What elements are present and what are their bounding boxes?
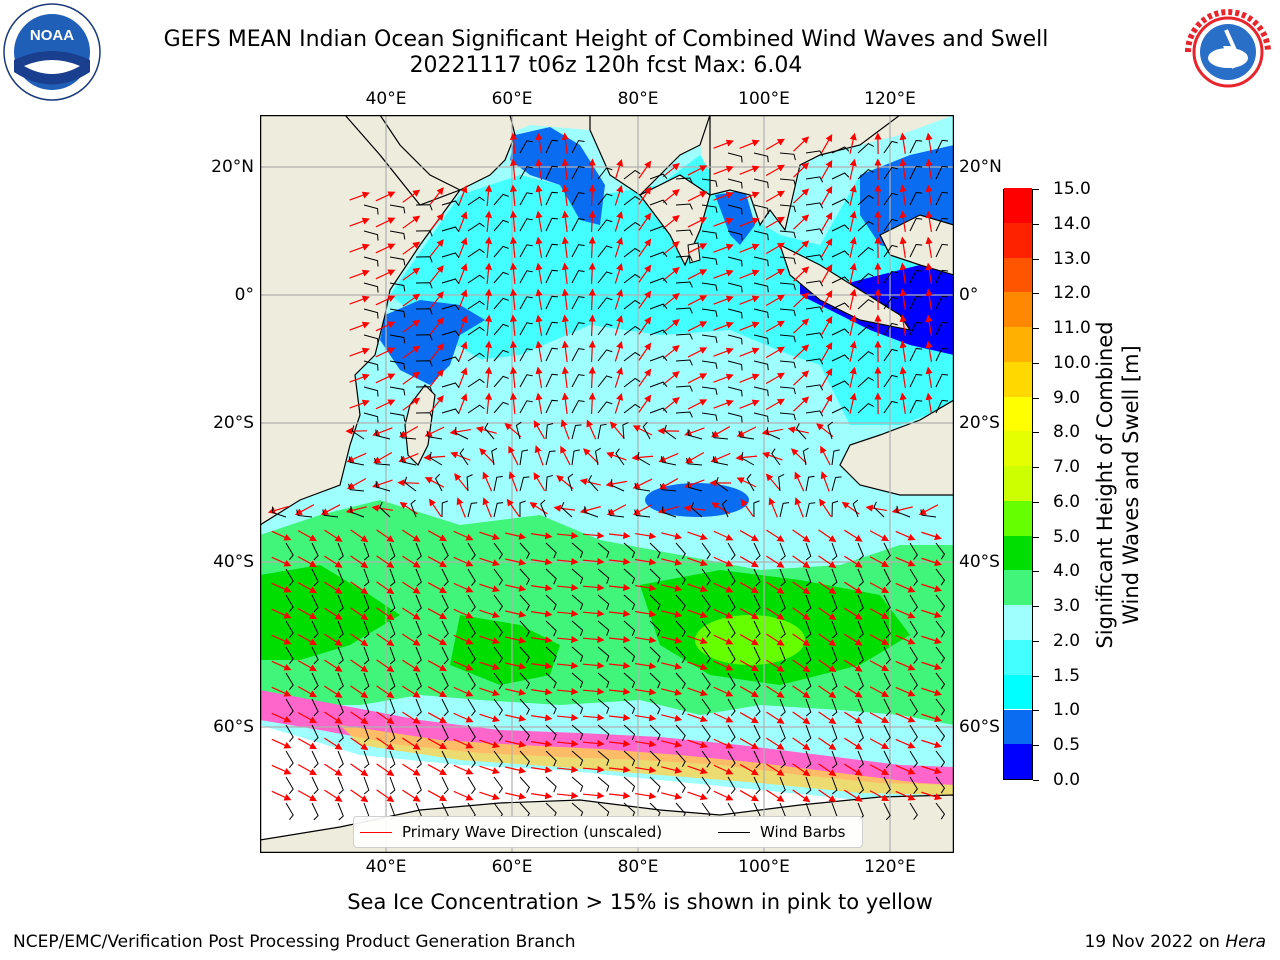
lon-tick-bottom-60e: 60°E [492,857,533,877]
colorbar-tick-label: 6.0 [1053,492,1080,512]
footer-host: Hera [1225,932,1266,952]
colorbar-label-line1: Significant Height of Combined [1092,321,1118,648]
colorbar-segment [1004,327,1032,362]
lon-tick-top-100e: 100°E [738,89,790,109]
lat-tick-right-60s: 60°S [959,717,1000,737]
colorbar-tick-label: 4.0 [1053,561,1080,581]
colorbar-tick-label: 7.0 [1053,457,1080,477]
colorbar-tick-mark [1033,467,1039,468]
lat-tick-right-20s: 20°S [959,413,1000,433]
colorbar-segment [1004,536,1032,571]
colorbar-tick-label: 12.0 [1053,283,1091,303]
colorbar-tick-mark [1033,398,1039,399]
wave-direction-arrow [401,483,419,484]
colorbar-tick-mark [1033,363,1039,364]
lon-tick-bottom-100e: 100°E [738,857,790,877]
sea-ice-caption: Sea Ice Concentration > 15% is shown in … [0,890,1280,914]
legend-primary-wave-label: Primary Wave Direction (unscaled) [402,823,662,841]
colorbar-tick-mark [1033,641,1039,642]
lon-tick-bottom-80e: 80°E [618,857,659,877]
colorbar-segment [1004,362,1032,397]
colorbar-segment [1004,466,1032,501]
colorbar-tick-mark [1033,293,1039,294]
colorbar-tick-mark [1033,606,1039,607]
lat-tick-left-20s: 20°S [213,413,254,433]
noaa-logo-text: NOAA [30,27,74,44]
colorbar-tick-mark [1033,537,1039,538]
colorbar-tick-mark [1033,189,1039,190]
low-wave-subtropical [645,483,749,517]
colorbar-tick-label: 1.0 [1053,700,1080,720]
colorbar [1003,189,1033,780]
lat-tick-left-60s: 60°S [213,717,254,737]
lat-tick-right-0: 0° [959,285,978,305]
colorbar-label-line2: Wind Waves and Swell [m] [1118,321,1144,648]
colorbar-tick-label: 2.0 [1053,631,1080,651]
colorbar-segment [1004,710,1032,745]
colorbar-tick-mark [1033,224,1039,225]
colorbar-segment [1004,292,1032,327]
colorbar-segment [1004,258,1032,293]
colorbar-segment [1004,188,1032,223]
colorbar-tick-label: 15.0 [1053,179,1091,199]
colorbar-tick-mark [1033,259,1039,260]
footer-date-text: 19 Nov 2022 on [1084,932,1225,952]
legend-black-line [718,832,750,833]
colorbar-tick-mark [1033,780,1039,781]
colorbar-segment [1004,640,1032,675]
colorbar-tick-label: 9.0 [1053,388,1080,408]
footer-date: 19 Nov 2022 on Hera [1084,932,1266,952]
legend-item-wind-barbs: Wind Barbs [718,823,845,841]
colorbar-tick-label: 0.5 [1053,735,1080,755]
wave-height-map [260,115,954,853]
colorbar-tick-mark [1033,502,1039,503]
footer-branch: NCEP/EMC/Verification Post Processing Pr… [13,932,576,952]
colorbar-tick-label: 0.0 [1053,770,1080,790]
lon-tick-top-40e: 40°E [366,89,407,109]
legend-wind-barbs-label: Wind Barbs [760,823,845,841]
noaa-logo: NOAA [2,2,102,102]
colorbar-segment [1004,605,1032,640]
legend-item-primary-wave: Primary Wave Direction (unscaled) [360,823,662,841]
colorbar-segment [1004,570,1032,605]
colorbar-segment [1004,744,1032,779]
lon-tick-top-60e: 60°E [492,89,533,109]
colorbar-tick-mark [1033,745,1039,746]
lon-tick-top-80e: 80°E [618,89,659,109]
colorbar-tick-mark [1033,710,1039,711]
lat-tick-right-40s: 40°S [959,552,1000,572]
colorbar-segment [1004,501,1032,536]
legend-red-line [360,832,392,833]
colorbar-tick-label: 1.5 [1053,666,1080,686]
map-subtitle: 20221117 t06z 120h fcst Max: 6.04 [0,53,1212,78]
colorbar-tick-mark [1033,328,1039,329]
map-legend: Primary Wave Direction (unscaled) Wind B… [353,816,863,848]
lat-tick-left-40s: 40°S [213,552,254,572]
lat-tick-left-0: 0° [235,285,254,305]
colorbar-segment [1004,675,1032,710]
colorbar-tick-mark [1033,432,1039,433]
colorbar-tick-label: 8.0 [1053,422,1080,442]
lon-tick-top-120e: 120°E [864,89,916,109]
colorbar-tick-label: 13.0 [1053,249,1091,269]
colorbar-tick-mark [1033,676,1039,677]
colorbar-segment [1004,397,1032,432]
lat-tick-left-20n: 20°N [211,157,254,177]
lon-tick-bottom-40e: 40°E [366,857,407,877]
colorbar-tick-label: 5.0 [1053,527,1080,547]
colorbar-segment [1004,223,1032,258]
colorbar-tick-label: 14.0 [1053,214,1091,234]
colorbar-label: Significant Height of Combined Wind Wave… [1092,321,1144,648]
lon-tick-bottom-120e: 120°E [864,857,916,877]
colorbar-tick-label: 11.0 [1053,318,1091,338]
colorbar-tick-mark [1033,571,1039,572]
lat-tick-right-20n: 20°N [959,157,1002,177]
colorbar-tick-label: 3.0 [1053,596,1080,616]
colorbar-tick-label: 10.0 [1053,353,1091,373]
map-title: GEFS MEAN Indian Ocean Significant Heigh… [0,27,1212,52]
nws-logo [1178,2,1278,102]
sri-lanka [688,243,700,263]
colorbar-segment [1004,431,1032,466]
